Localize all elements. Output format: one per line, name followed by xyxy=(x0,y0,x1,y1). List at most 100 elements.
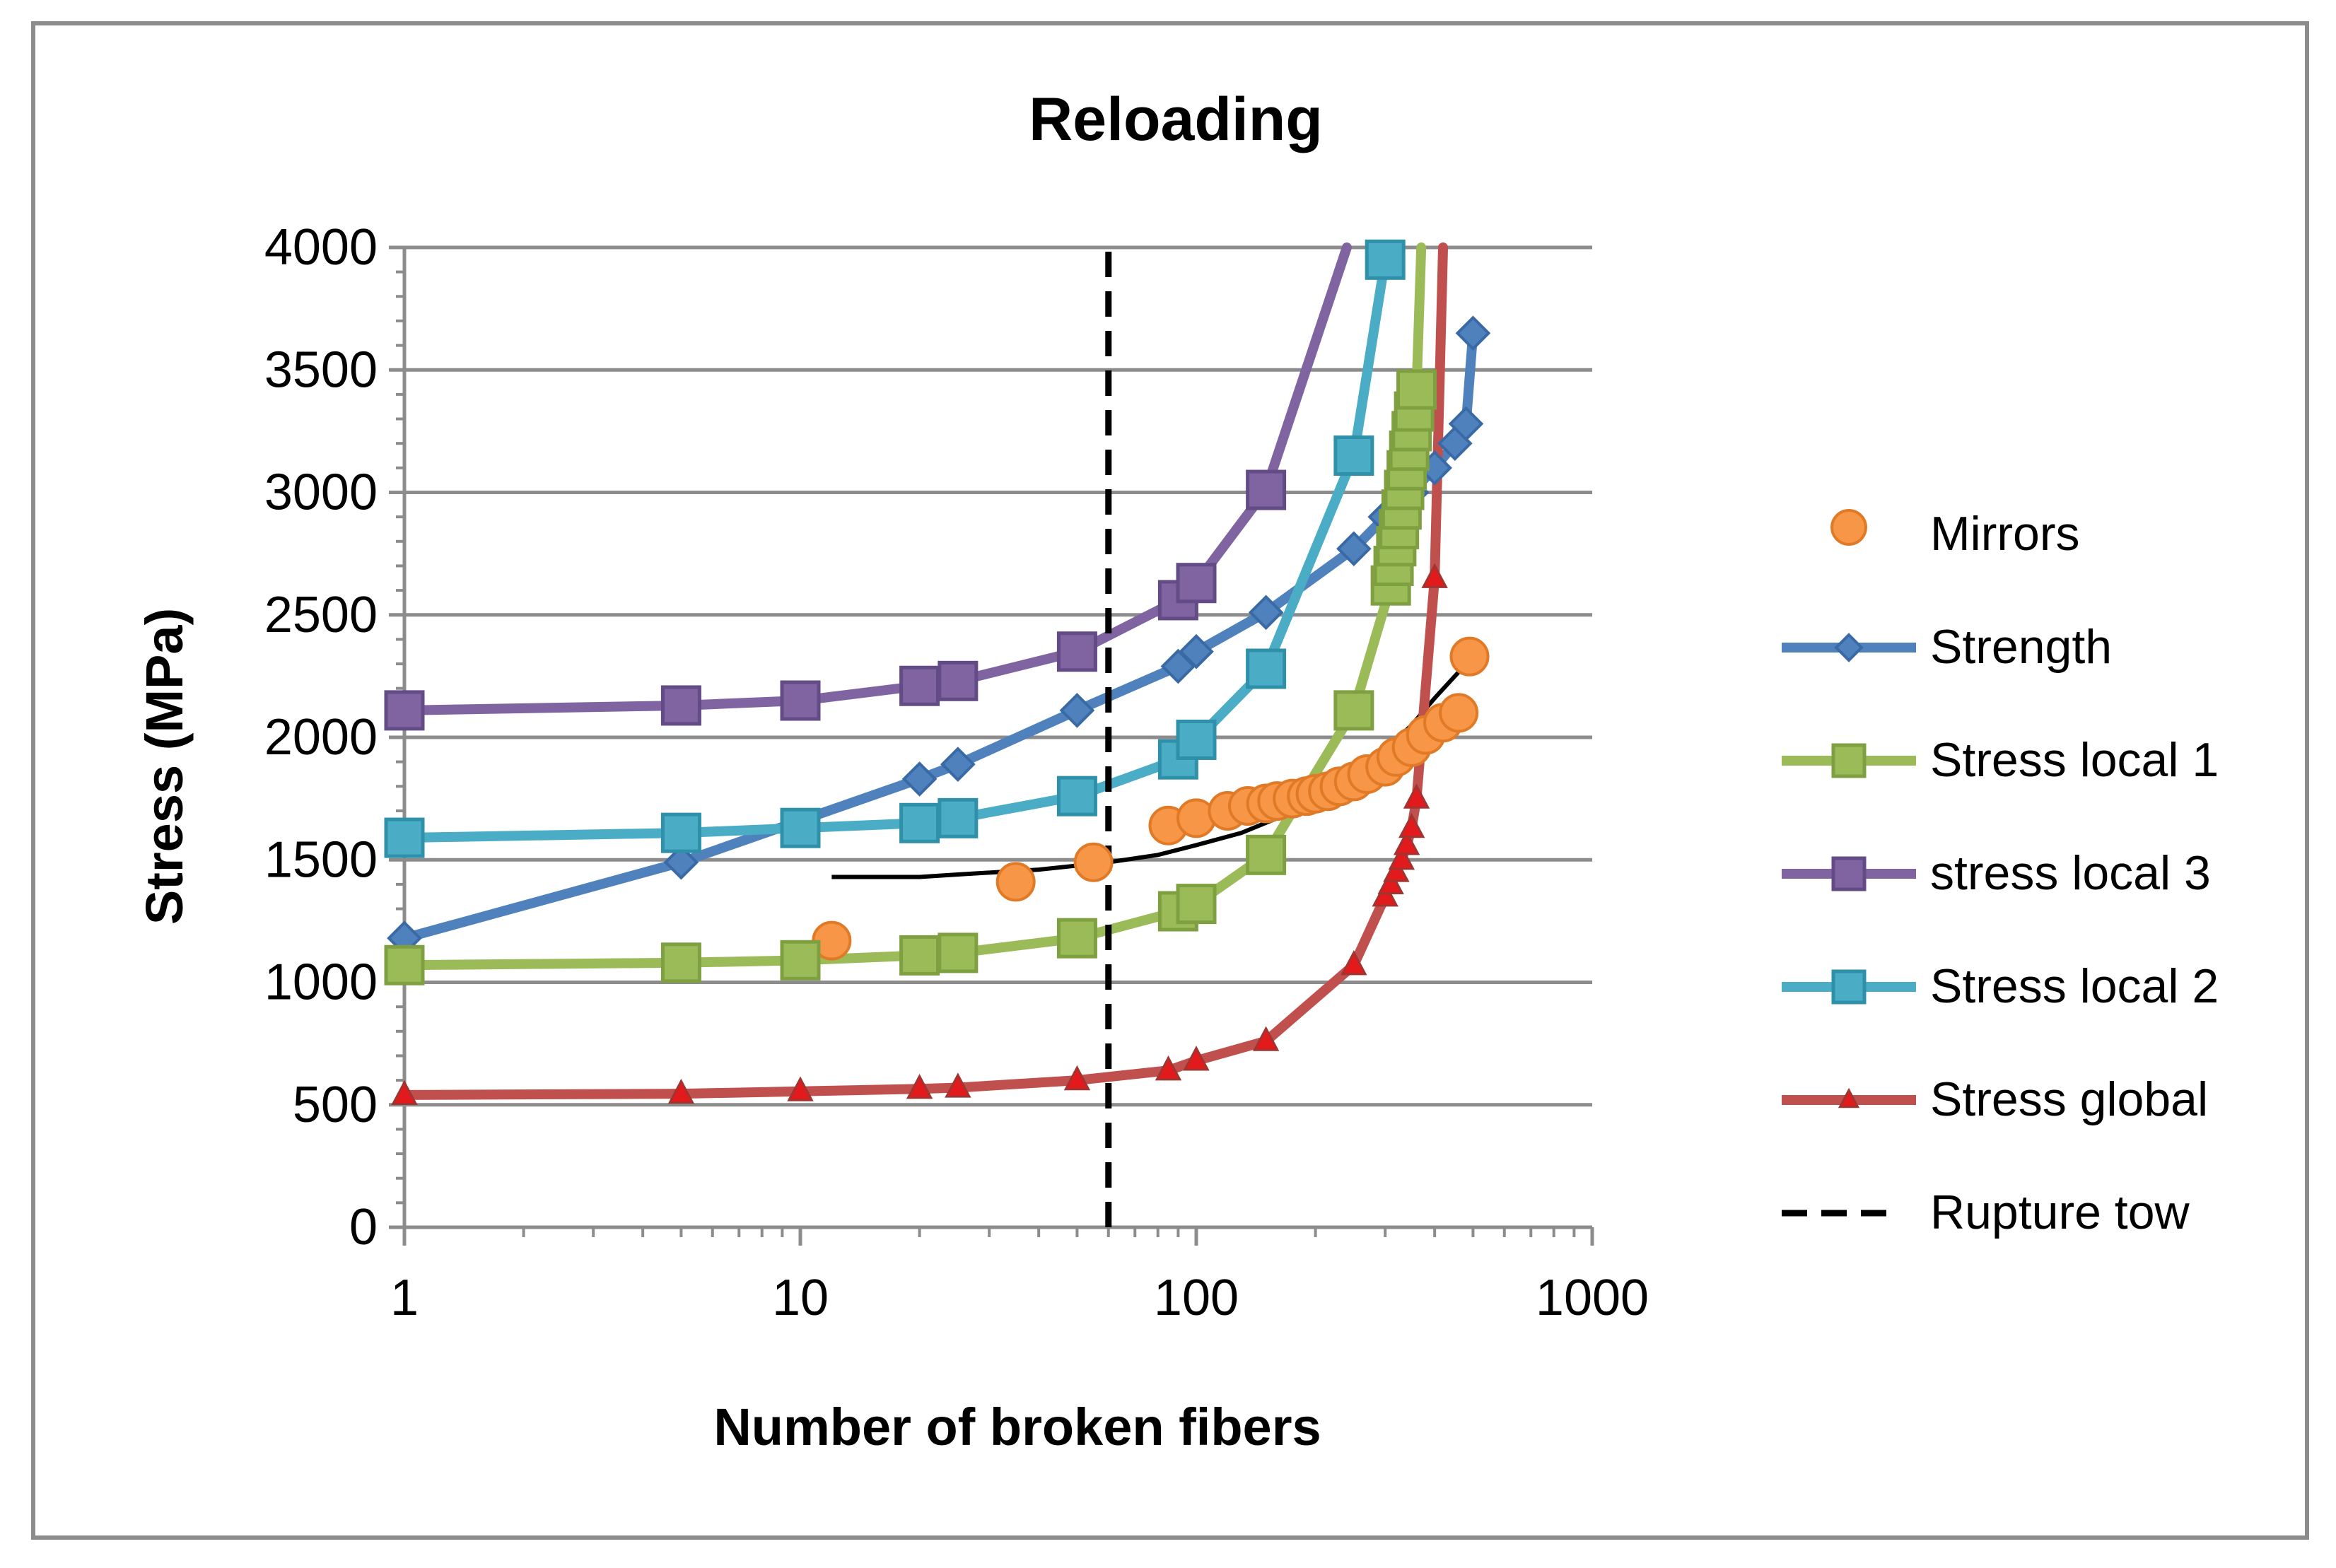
stress-local-2-point xyxy=(938,797,979,838)
marker-layer xyxy=(384,239,1491,1105)
legend-item-stress-local-3: stress local 3 xyxy=(1782,846,2211,900)
y-tick-label: 500 xyxy=(293,1077,378,1133)
stress-local-3-point xyxy=(938,660,979,701)
stress-local-2-point xyxy=(660,812,701,853)
stress-local-3-point xyxy=(1246,469,1287,510)
strength-point xyxy=(1336,531,1372,567)
stress-local-2-point xyxy=(384,817,425,858)
stress-global-point xyxy=(1393,830,1420,855)
legend-item-rupture-tow: Rupture tow xyxy=(1782,1186,2190,1239)
chart-svg: Reloading Number of broken fibers Stress… xyxy=(135,86,2219,1456)
stress-global-point xyxy=(391,1080,418,1105)
strength-point xyxy=(1248,595,1284,631)
stress-global-point xyxy=(787,1076,814,1101)
stress-local-1-point xyxy=(1333,690,1374,731)
legend-label: Stress local 1 xyxy=(1930,733,2219,787)
stress-local-3-point xyxy=(1056,631,1097,672)
legend-label: Strength xyxy=(1930,620,2112,674)
legend-marker-stress-local-3 xyxy=(1831,856,1867,891)
stress-local-1-point xyxy=(1246,834,1287,875)
mirrors-point xyxy=(1439,693,1479,733)
legend-swatch-mirrors xyxy=(1830,509,1867,546)
stress-local-2-point xyxy=(1365,239,1406,280)
stress-local-2-point xyxy=(780,807,821,848)
mirrors-point xyxy=(1073,842,1114,882)
axis-layer xyxy=(389,245,1594,1246)
stress-local-2-line xyxy=(399,254,1391,843)
strength-point xyxy=(1448,406,1484,442)
stress-global-point xyxy=(945,1072,971,1098)
stress-local-1-point xyxy=(899,935,940,976)
y-axis-label: Stress (MPa) xyxy=(135,608,194,925)
stress-local-1-point xyxy=(1396,369,1437,410)
y-tick-label: 0 xyxy=(349,1199,378,1256)
stress-local-2-point xyxy=(1176,719,1217,760)
strength-point xyxy=(1179,633,1214,669)
stress-global-point xyxy=(1403,783,1430,809)
chart-frame: Reloading Number of broken fibers Stress… xyxy=(31,21,2309,1540)
stress-local-2-point xyxy=(899,802,940,843)
y-tick-label: 1000 xyxy=(264,954,378,1011)
stress-local-3-point xyxy=(384,690,425,731)
text-layer: Reloading Number of broken fibers Stress… xyxy=(135,86,1649,1456)
stress-global-point xyxy=(1155,1055,1182,1081)
stress-global-point xyxy=(1398,812,1425,838)
y-tick-label: 3000 xyxy=(264,464,378,521)
legend-item-stress-global: Stress global xyxy=(1782,1072,2208,1126)
x-tick-label: 1000 xyxy=(1536,1270,1649,1326)
legend-marker-stress-global xyxy=(1838,1087,1860,1108)
stress-global-point xyxy=(906,1074,933,1099)
stress-local-3-point xyxy=(660,685,701,726)
stress-global-point xyxy=(1377,869,1404,894)
stress-local-1-point xyxy=(938,932,979,973)
legend-label: Stress local 2 xyxy=(1930,959,2219,1013)
stress-local-1-point xyxy=(780,940,821,981)
stress-global-point xyxy=(1341,950,1367,976)
stress-global-point xyxy=(1383,857,1410,882)
stress-global-point xyxy=(1063,1065,1091,1091)
legend-label: stress local 3 xyxy=(1930,846,2211,900)
stress-global-point xyxy=(1421,563,1448,588)
stress-local-2-point xyxy=(1333,435,1374,476)
legend-label: Mirrors xyxy=(1930,507,2080,561)
y-tick-label: 2000 xyxy=(264,709,378,766)
mirrors-point xyxy=(995,862,1036,902)
stress-global-point xyxy=(1183,1046,1210,1071)
y-tick-label: 4000 xyxy=(264,219,378,276)
stress-global-point xyxy=(1372,882,1398,907)
legend-label: Stress global xyxy=(1930,1072,2208,1126)
stress-global-point xyxy=(1388,845,1415,870)
stress-local-3-point xyxy=(1176,563,1217,604)
stress-local-3-line xyxy=(399,242,1352,715)
legend-marker-stress-local-2 xyxy=(1831,969,1867,1005)
legend-item-stress-local-2: Stress local 2 xyxy=(1782,959,2219,1013)
legend-label: Rupture tow xyxy=(1930,1186,2190,1239)
y-tick-label: 3500 xyxy=(264,341,378,398)
strength-line xyxy=(399,328,1478,944)
grid-layer xyxy=(404,245,1592,1107)
legend-item-strength: Strength xyxy=(1782,620,2112,674)
chart-title: Reloading xyxy=(1029,86,1323,153)
strength-point xyxy=(1455,315,1491,351)
stress-global-point xyxy=(667,1078,695,1104)
stress-local-1-point xyxy=(660,942,701,983)
stress-local-3-point xyxy=(899,665,940,706)
mirrors-point xyxy=(1449,636,1490,677)
strength-point xyxy=(901,761,938,797)
y-tick-label: 1500 xyxy=(264,831,378,888)
stress-local-3-point xyxy=(780,680,821,721)
stress-local-1-point xyxy=(1176,884,1217,925)
stress-local-2-point xyxy=(1056,776,1097,817)
legend-marker-stress-local-1 xyxy=(1831,743,1867,778)
legend-item-stress-local-1: Stress local 1 xyxy=(1782,733,2219,787)
strength-point xyxy=(663,844,699,880)
strength-point xyxy=(940,747,976,782)
stress-global-point xyxy=(1252,1026,1280,1051)
x-tick-label: 10 xyxy=(772,1270,829,1326)
stress-local-2-point xyxy=(1246,648,1287,689)
stress-local-1-point xyxy=(1056,918,1097,959)
x-tick-label: 100 xyxy=(1154,1270,1239,1326)
strength-point xyxy=(1059,693,1095,728)
y-tick-label: 2500 xyxy=(264,587,378,643)
legend-marker-strength xyxy=(1834,633,1864,662)
